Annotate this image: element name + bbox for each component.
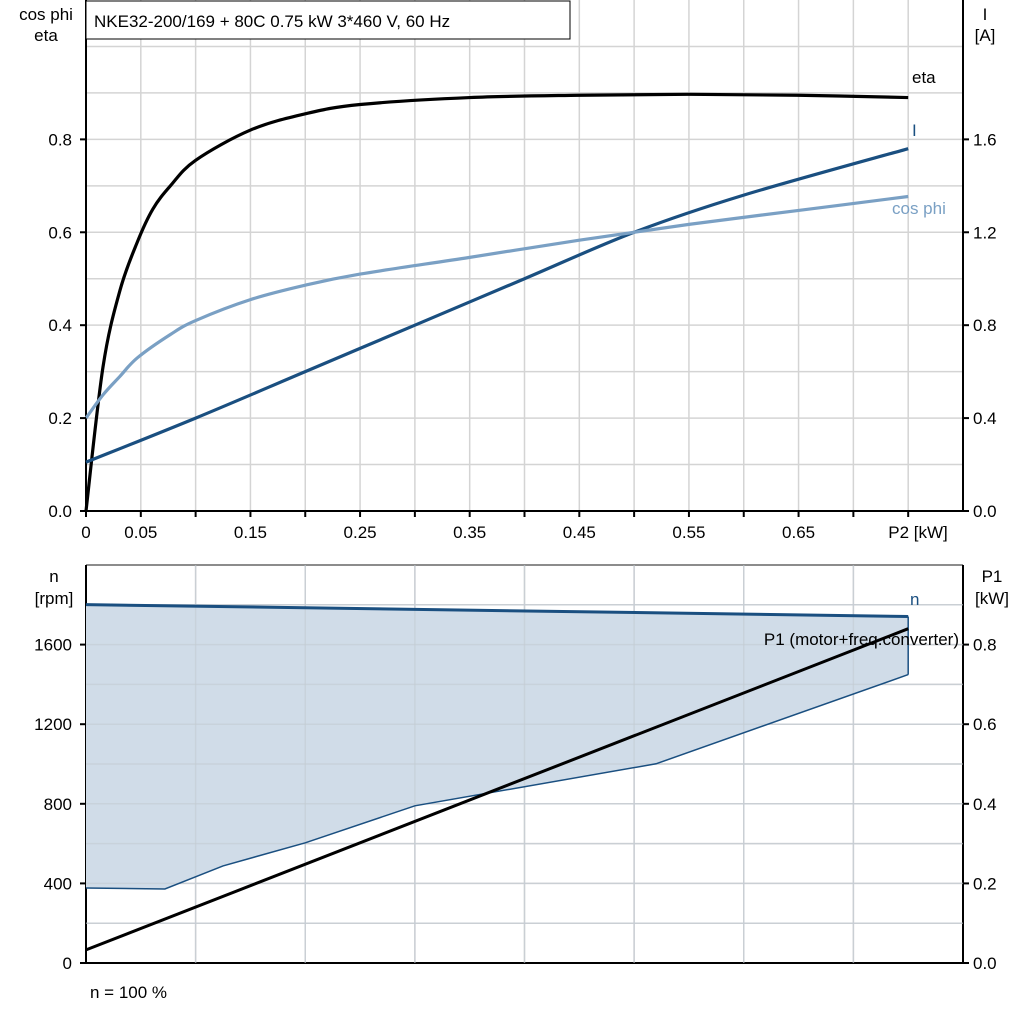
y-right-tick-label: 0.8 (973, 316, 997, 335)
y-left-tick-label: 1600 (34, 636, 72, 655)
x-axis-label: P2 [kW] (888, 523, 948, 542)
x-tick-label: 0.25 (344, 523, 377, 542)
series-cos-phi-line (84, 194, 909, 420)
speed-range-area (86, 604, 909, 889)
series-i-label: I (912, 121, 917, 140)
x-tick-label: 0.05 (124, 523, 157, 542)
y-left-tick-label: 0.6 (48, 223, 72, 242)
y-left-tick-label: 800 (44, 795, 72, 814)
x-tick-label: 0 (81, 523, 90, 542)
chart-title: NKE32-200/169 + 80C 0.75 kW 3*460 V, 60 … (94, 12, 450, 31)
series-eta-line (84, 92, 909, 512)
x-tick-label: 0.65 (782, 523, 815, 542)
speed-footer: n = 100 % (90, 983, 167, 1002)
bottom-left-axis-label-1: n (49, 567, 58, 586)
y-right-tick-label: 0.6 (973, 715, 997, 734)
x-tick-label: 0.15 (234, 523, 267, 542)
top-right-axis-label-1: I (983, 5, 988, 24)
top-left-axis-label-2: eta (34, 26, 58, 45)
chart-labels: 0.0 0.2 0.4 0.6 0.8 0.0 0.4 0.8 1.2 1.6 0 0.05 0.15 0… (34, 130, 996, 973)
y-right-tick-label: 0.0 (973, 502, 997, 521)
bottom-left-axis-label-2: [rpm] (35, 589, 74, 608)
y-right-tick-label: 0.0 (973, 954, 997, 973)
x-tick-label: 0.35 (453, 523, 486, 542)
series-n-min-line (85, 673, 909, 890)
series-eta-label: eta (912, 68, 936, 87)
series-i-line (85, 147, 909, 464)
top-left-axis-label-1: cos phi (19, 5, 73, 24)
y-right-tick-label: 0.2 (973, 874, 997, 893)
top-plot-grid (85, 0, 964, 512)
top-right-axis-label-2: [A] (975, 26, 996, 45)
y-right-tick-label: 1.6 (973, 130, 997, 149)
y-right-tick-label: 0.4 (973, 409, 997, 428)
y-left-tick-label: 0.8 (48, 130, 72, 149)
y-left-tick-label: 0.4 (48, 316, 72, 335)
y-right-tick-label: 0.8 (973, 636, 997, 655)
series-p1-label: P1 (motor+freq.converter) (764, 630, 959, 649)
y-left-tick-label: 400 (44, 874, 72, 893)
y-left-tick-label: 1200 (34, 715, 72, 734)
x-tick-label: 0.45 (563, 523, 596, 542)
series-p1-line (85, 627, 909, 952)
y-left-tick-label: 0.0 (48, 502, 72, 521)
y-right-tick-label: 0.4 (973, 795, 997, 814)
series-n-line (85, 603, 909, 618)
x-tick-label: 0.55 (672, 523, 705, 542)
series-n-label: n (910, 590, 919, 609)
y-left-tick-label: 0.2 (48, 409, 72, 428)
y-left-tick-label: 0 (63, 954, 72, 973)
title-box (85, 0, 571, 40)
series-cos-phi-label: cos phi (892, 199, 946, 218)
bottom-right-axis-label-2: [kW] (975, 589, 1009, 608)
bottom-right-axis-label-1: P1 (982, 567, 1003, 586)
y-right-tick-label: 1.2 (973, 223, 997, 242)
